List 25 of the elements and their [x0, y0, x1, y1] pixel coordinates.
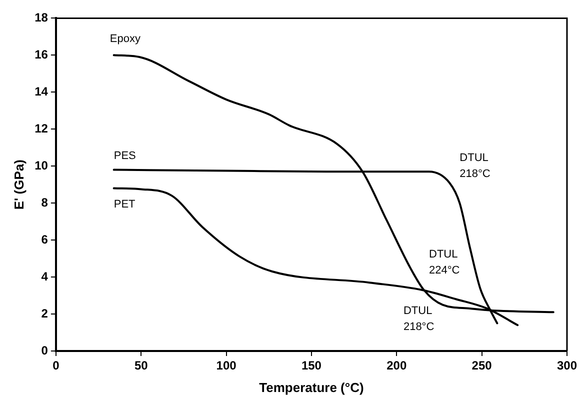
annotation: DTUL 218°C	[460, 152, 490, 180]
y-tick-label: 6	[41, 232, 48, 246]
y-tick-label: 2	[41, 306, 48, 320]
y-tick-label: 12	[34, 121, 48, 136]
x-tick-label: 150	[301, 358, 322, 373]
x-axis-title: Temperature (°C)	[259, 380, 364, 395]
y-tick-label: 14	[34, 84, 48, 98]
x-tick-label: 50	[134, 358, 148, 373]
series-label: PET	[114, 198, 136, 210]
series-label: PES	[114, 150, 136, 162]
x-tick-label: 100	[216, 358, 237, 373]
y-tick-label: 0	[41, 343, 48, 358]
annotation: DTUL 218°C	[403, 305, 434, 334]
y-tick-label: 4	[41, 269, 48, 284]
y-tick-label: 18	[34, 10, 48, 25]
series-label: Epoxy	[110, 33, 141, 46]
y-tick-label: 10	[34, 158, 48, 172]
y-tick-label: 8	[41, 195, 48, 210]
y-tick-label: 16	[34, 47, 48, 62]
x-tick-label: 0	[52, 358, 60, 373]
x-tick-label: 200	[386, 358, 407, 373]
x-tick-label: 250	[472, 358, 492, 373]
x-tick-label: 300	[556, 358, 578, 373]
y-axis-title: E' (GPa)	[11, 160, 26, 210]
annotation: DTUL 224°C	[429, 248, 460, 277]
